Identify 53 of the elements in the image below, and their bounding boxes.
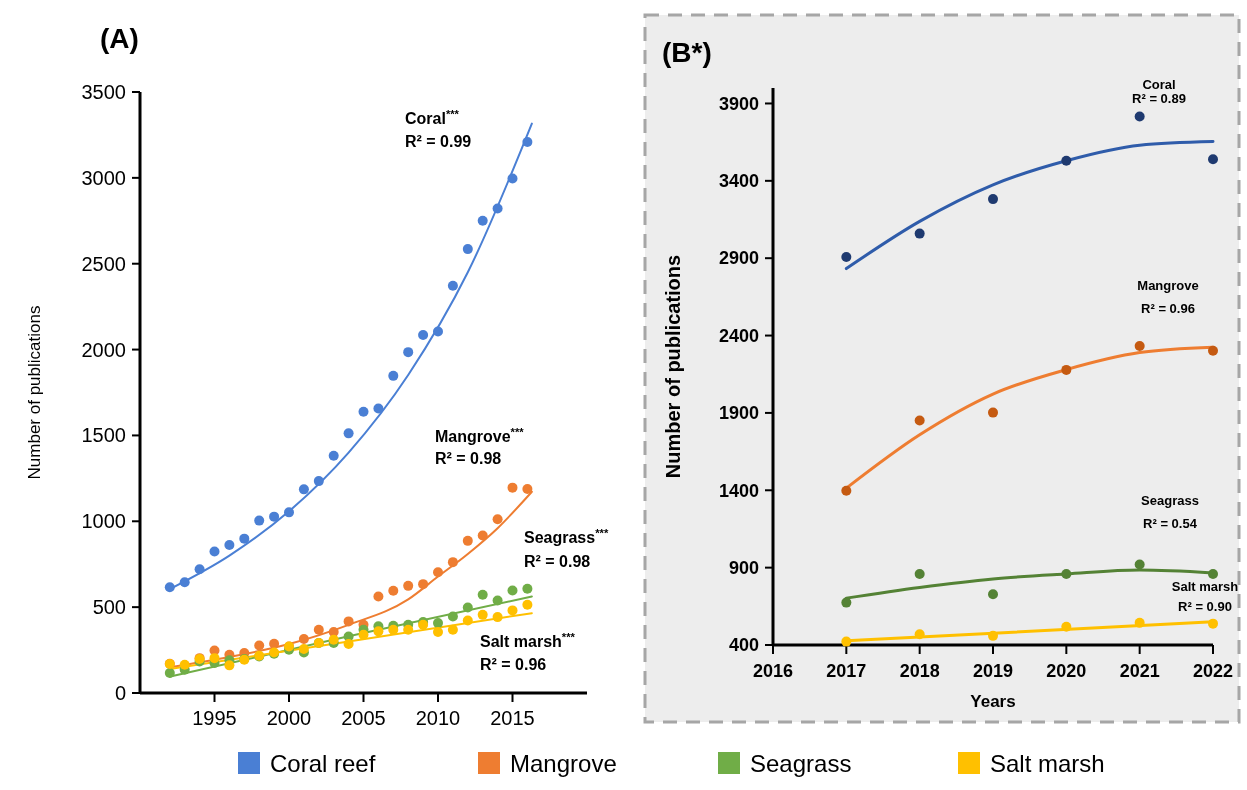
y-tick-label: 1900 xyxy=(718,403,759,424)
y-tick-label: 3400 xyxy=(718,171,759,192)
annotation: R² = 0.99 xyxy=(405,133,472,150)
x-tick-label: 2019 xyxy=(972,661,1014,681)
y-axis-title: Number of publications xyxy=(662,254,684,479)
y-tick-label: 1000 xyxy=(81,510,126,533)
y-tick-label: 0 xyxy=(114,682,126,704)
annotation: Seagrass xyxy=(1141,493,1199,508)
annotation: Seagrass$^{***}$ xyxy=(524,527,609,546)
x-tick-label: 2016 xyxy=(752,661,794,681)
y-tick-label: 400 xyxy=(728,635,759,656)
y-tick-label: 2400 xyxy=(718,325,759,346)
annotation: R² = 0.98 xyxy=(524,553,591,570)
chart-title: (B*) xyxy=(662,37,712,68)
annotation: Salt marsh xyxy=(1171,579,1239,594)
annotation: Mangrove xyxy=(1137,278,1199,293)
y-tick-label: 500 xyxy=(92,596,126,619)
chart-title: (A) xyxy=(100,23,139,54)
x-tick-label: 2010 xyxy=(415,707,461,729)
legend-label: Salt marsh xyxy=(990,750,1105,777)
legend-label: Mangrove xyxy=(510,750,617,777)
y-tick-label: 900 xyxy=(728,557,759,578)
y-axis-title: Number of publications xyxy=(25,305,44,480)
y-tick-label: 1400 xyxy=(718,480,759,501)
y-tick-label: 3500 xyxy=(81,81,126,103)
annotation: Mangrove$^{***}$ xyxy=(435,426,525,445)
y-tick-label: 2500 xyxy=(81,252,126,275)
legend-label: Seagrass xyxy=(750,750,852,777)
x-axis-title: Years xyxy=(970,692,1016,711)
x-tick-label: 2015 xyxy=(490,707,535,729)
x-tick-label: 1995 xyxy=(192,707,237,729)
annotation: R² = 0.54 xyxy=(1143,516,1198,531)
legend-label: Coral reef xyxy=(270,750,376,777)
annotation: R² = 0.89 xyxy=(1132,91,1186,106)
x-tick-label: 2017 xyxy=(826,661,867,681)
y-tick-label: 2000 xyxy=(81,338,126,361)
annotation: R² = 0.96 xyxy=(480,656,547,673)
x-tick-label: 2005 xyxy=(341,707,386,729)
x-tick-label: 2022 xyxy=(1192,661,1234,681)
x-tick-label: 2018 xyxy=(899,661,940,681)
annotation: R² = 0.98 xyxy=(435,450,502,467)
annotation: Coral xyxy=(1142,77,1176,92)
y-tick-label: 2900 xyxy=(718,248,759,269)
y-tick-label: 1500 xyxy=(81,424,126,447)
y-tick-label: 3000 xyxy=(81,166,126,189)
annotation: R² = 0.96 xyxy=(1141,301,1195,316)
annotation: R² = 0.90 xyxy=(1178,599,1232,614)
y-tick-label: 3900 xyxy=(718,93,759,114)
x-tick-label: 2021 xyxy=(1119,661,1160,681)
annotation: Coral$^{***}$ xyxy=(405,108,460,127)
x-tick-label: 2020 xyxy=(1046,661,1087,681)
annotation: Salt marsh$^{***}$ xyxy=(480,631,576,650)
x-tick-label: 2000 xyxy=(266,707,312,729)
